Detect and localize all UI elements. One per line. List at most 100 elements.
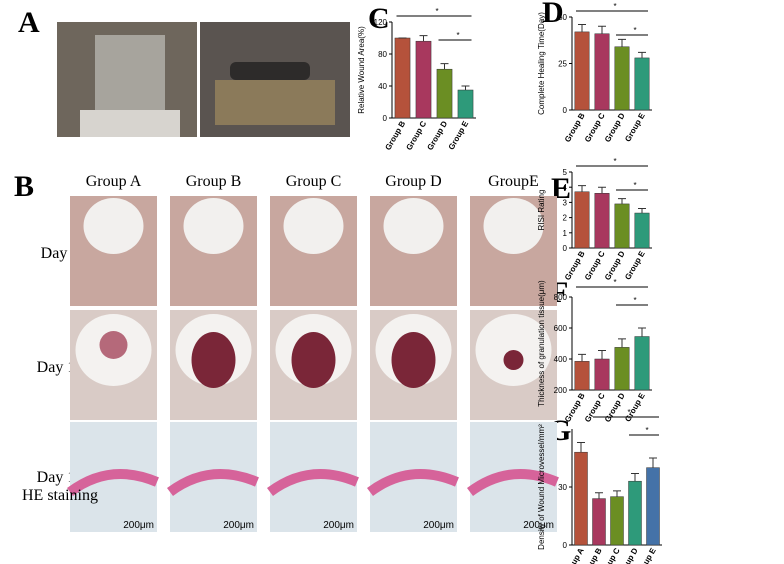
significance-mark: * bbox=[627, 408, 630, 417]
y-tick-label: 0 bbox=[563, 106, 568, 115]
scale-bar: 200μm bbox=[223, 520, 254, 531]
y-tick-label: 30 bbox=[558, 483, 567, 492]
y-tick-label: 1 bbox=[563, 229, 568, 238]
y-tick-label: 3 bbox=[563, 198, 568, 207]
y-tick-label: 2 bbox=[563, 214, 568, 223]
y-tick-label: 120 bbox=[374, 18, 388, 27]
bar bbox=[634, 336, 650, 391]
significance-mark: * bbox=[633, 26, 636, 35]
tissue bbox=[67, 469, 159, 497]
photo-detail bbox=[383, 198, 444, 254]
x-tick-label: Group B bbox=[580, 546, 604, 564]
wound bbox=[99, 331, 128, 359]
group-label: Group C bbox=[286, 173, 342, 190]
significance-mark: * bbox=[435, 7, 438, 16]
error-bar bbox=[638, 51, 646, 58]
significance-mark: * bbox=[613, 157, 616, 166]
scale-bar: 200μm bbox=[423, 520, 454, 531]
staining-label: HE staining bbox=[22, 487, 98, 504]
bar bbox=[594, 33, 610, 111]
wound bbox=[503, 350, 524, 370]
significance-mark: * bbox=[633, 296, 636, 305]
photo-detail bbox=[230, 62, 310, 80]
y-tick-label: 25 bbox=[558, 60, 567, 69]
y-tick-label: 50 bbox=[558, 13, 567, 22]
bar bbox=[594, 358, 610, 391]
y-axis-label: Thickness of granulation tissue(μm) bbox=[537, 280, 546, 407]
error-bar bbox=[440, 63, 449, 70]
error-bar bbox=[461, 85, 470, 90]
tissue bbox=[367, 469, 459, 497]
significance-mark: * bbox=[456, 31, 459, 40]
x-tick-label: Group C bbox=[598, 546, 622, 564]
error-bar bbox=[598, 349, 606, 359]
y-tick-label: 5 bbox=[563, 168, 568, 177]
bar bbox=[614, 46, 630, 111]
bar bbox=[646, 467, 660, 546]
y-tick-label: 400 bbox=[554, 355, 568, 364]
group-label: Group D bbox=[385, 173, 441, 190]
significance-mark: * bbox=[613, 2, 616, 11]
y-tick-label: 4 bbox=[563, 183, 568, 192]
error-bar bbox=[595, 492, 603, 499]
bar bbox=[628, 480, 642, 546]
error-bar bbox=[618, 338, 626, 348]
scale-bar: 200μm bbox=[323, 520, 354, 531]
y-axis-label: RISI Rating bbox=[537, 190, 546, 231]
group-label: Group B bbox=[186, 173, 242, 190]
significance-mark: * bbox=[613, 278, 616, 287]
y-tick-label: 600 bbox=[554, 324, 568, 333]
y-tick-label: 0 bbox=[563, 244, 568, 253]
error-bar bbox=[578, 23, 586, 32]
bar bbox=[574, 451, 588, 546]
x-tick-label: Group E bbox=[623, 249, 647, 281]
bar bbox=[594, 193, 610, 249]
x-tick-label: Group E bbox=[623, 111, 647, 143]
panel-label: A bbox=[18, 6, 40, 39]
error-bar bbox=[618, 38, 626, 47]
bar bbox=[415, 40, 432, 119]
bar bbox=[634, 57, 650, 111]
scale-bar: 200μm bbox=[123, 520, 154, 531]
wound bbox=[291, 332, 336, 388]
bar bbox=[592, 498, 606, 546]
error-bar bbox=[638, 327, 646, 337]
significance-mark: * bbox=[633, 181, 636, 190]
wound bbox=[191, 332, 236, 388]
bar bbox=[436, 68, 453, 119]
error-bar bbox=[649, 457, 657, 468]
x-tick-label: Group E bbox=[634, 546, 658, 564]
scale-bar: 200μm bbox=[523, 520, 554, 531]
significance-mark: * bbox=[645, 426, 648, 435]
error-bar bbox=[598, 186, 606, 194]
y-axis-label: Density of Wound Microvessel/mm² bbox=[537, 424, 546, 550]
error-bar bbox=[578, 353, 586, 362]
wound bbox=[391, 332, 436, 388]
group-label: Group A bbox=[86, 173, 142, 190]
error-bar bbox=[638, 207, 646, 214]
bar bbox=[610, 496, 624, 546]
tissue bbox=[167, 469, 259, 497]
tissue bbox=[267, 469, 359, 497]
error-bar bbox=[618, 198, 626, 204]
photo-detail bbox=[215, 80, 335, 125]
panel-label: B bbox=[14, 170, 34, 203]
error-bar bbox=[577, 442, 585, 453]
x-tick-label: Group E bbox=[447, 119, 471, 151]
bar bbox=[634, 212, 650, 249]
y-tick-label: 800 bbox=[554, 293, 568, 302]
photo-detail bbox=[95, 35, 165, 110]
panel-label: D bbox=[542, 0, 564, 29]
bar bbox=[614, 347, 630, 391]
error-bar bbox=[419, 35, 428, 42]
y-tick-label: 200 bbox=[554, 386, 568, 395]
bar bbox=[574, 191, 590, 249]
bar bbox=[457, 89, 474, 119]
y-tick-label: 40 bbox=[378, 82, 387, 91]
photo-detail bbox=[483, 198, 544, 254]
bar bbox=[574, 361, 590, 391]
x-tick-label: Group D bbox=[616, 546, 640, 564]
photo-detail bbox=[83, 198, 144, 254]
bar bbox=[394, 37, 411, 119]
